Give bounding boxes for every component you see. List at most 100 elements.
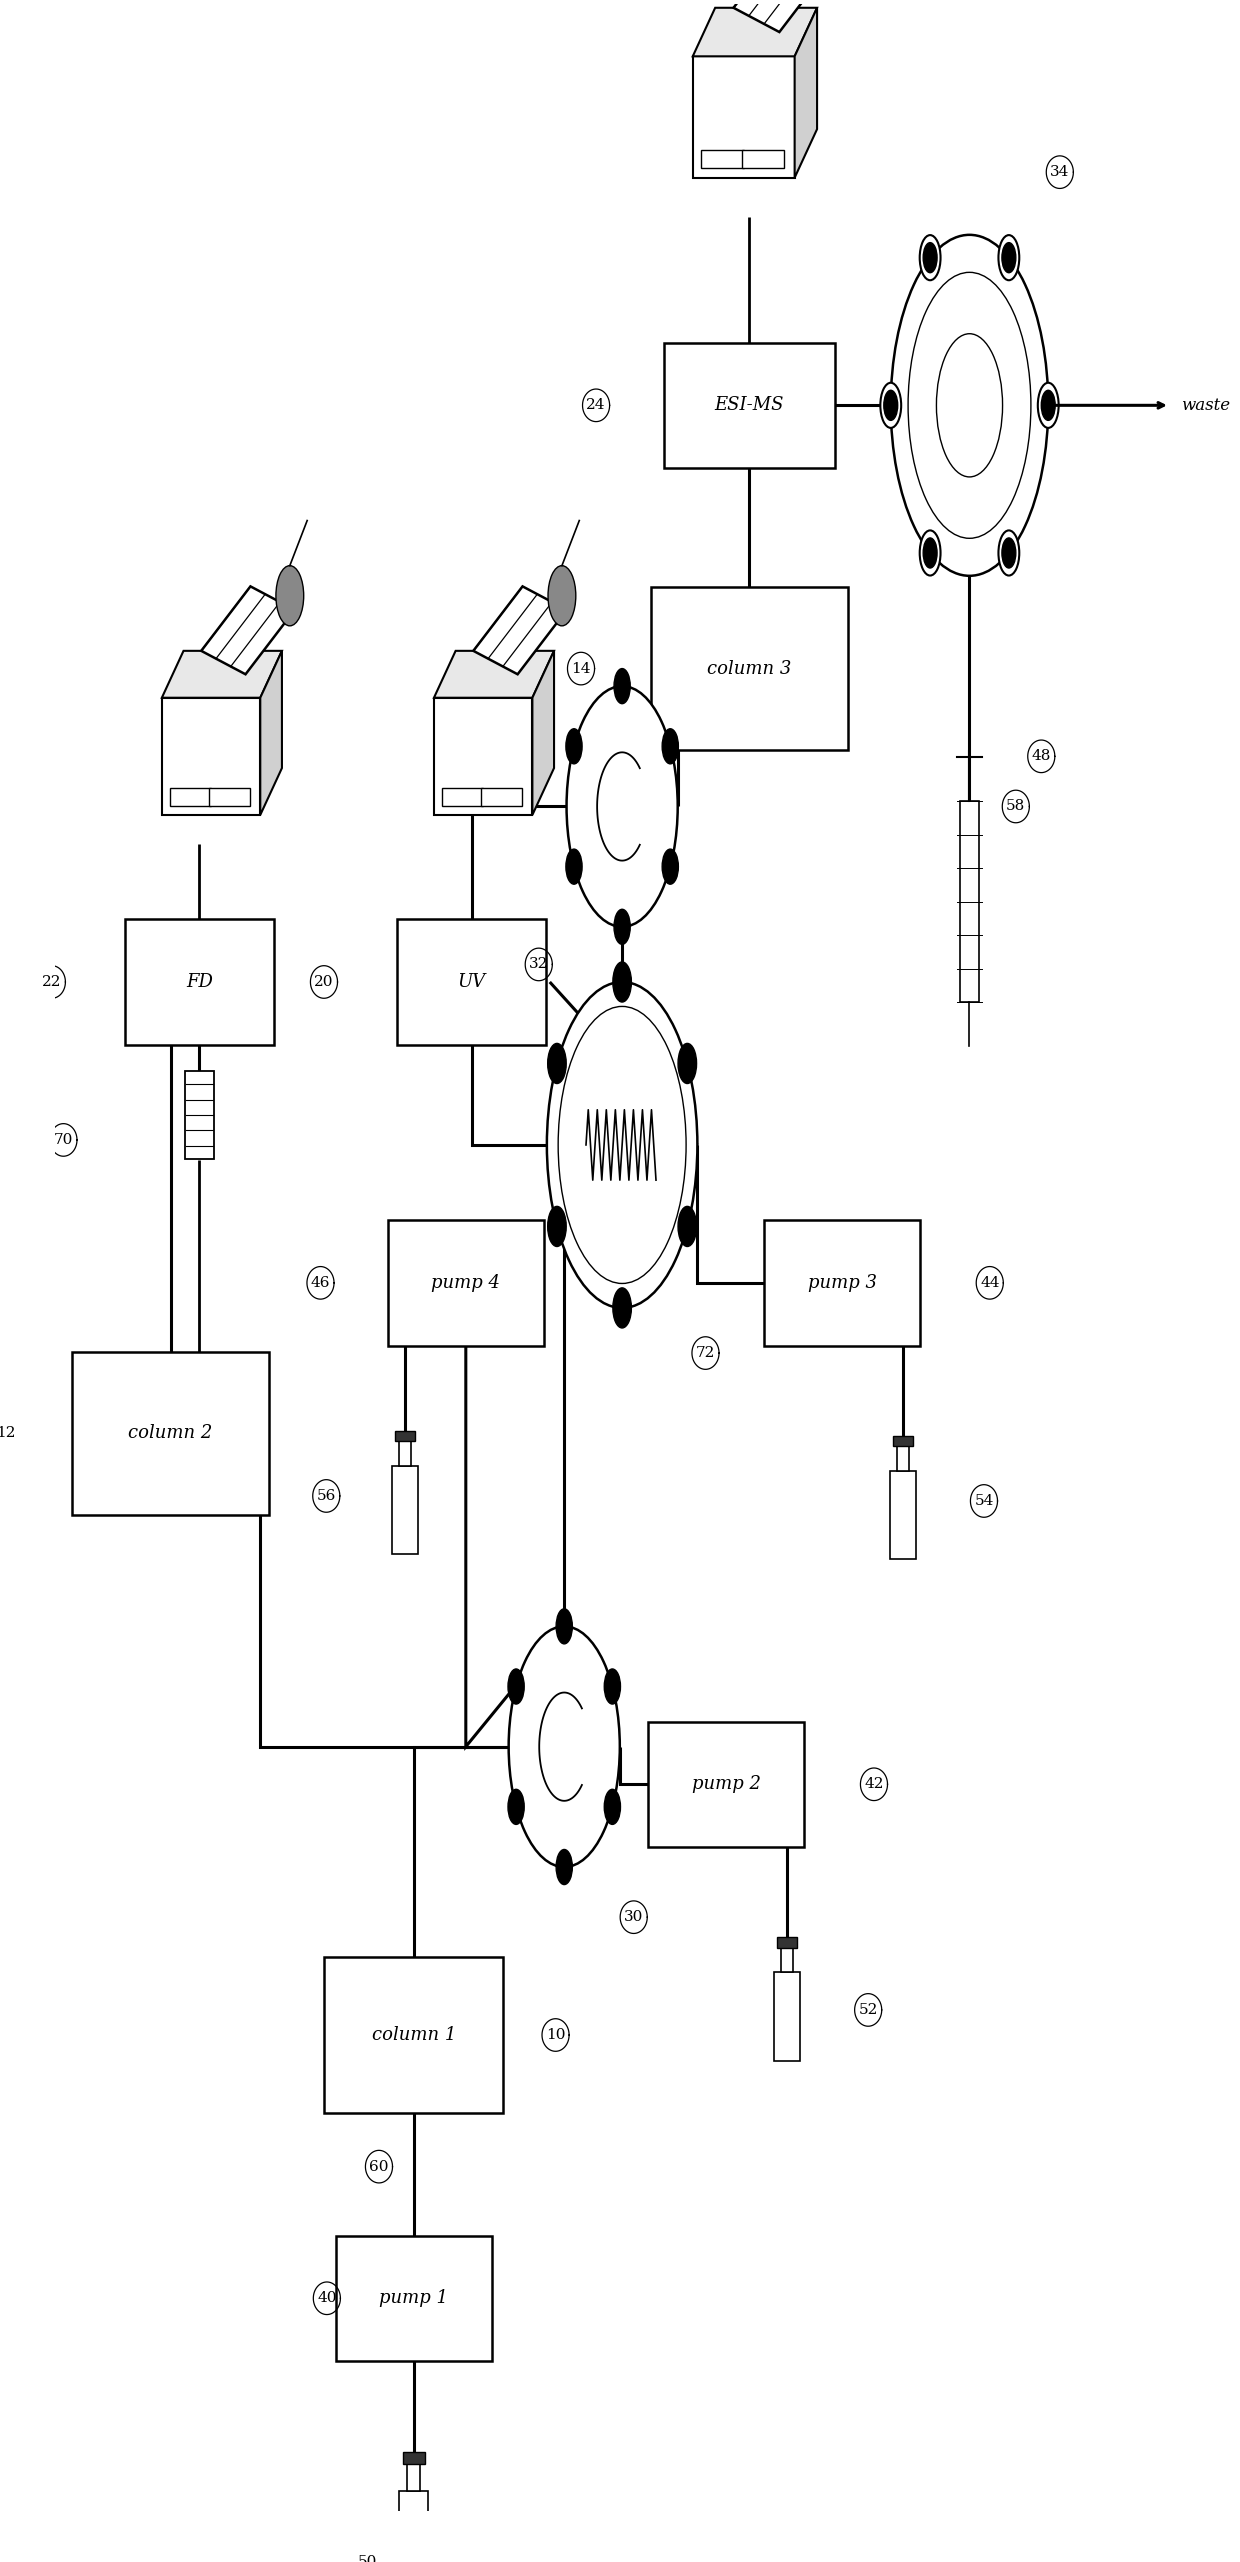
Bar [742, 149, 785, 169]
Text: 72: 72 [696, 1345, 715, 1360]
Bar [336, 2237, 492, 2362]
Text: UV: UV [458, 974, 486, 991]
Circle shape [908, 272, 1030, 538]
Circle shape [924, 243, 937, 272]
Polygon shape [532, 651, 554, 815]
Text: FD: FD [186, 974, 213, 991]
Text: pump 2: pump 2 [692, 1775, 761, 1793]
Text: 32: 32 [529, 958, 548, 971]
Circle shape [277, 566, 304, 625]
Circle shape [556, 1850, 573, 1886]
Polygon shape [260, 651, 281, 815]
Text: 60: 60 [370, 2160, 388, 2173]
Circle shape [548, 1043, 567, 1084]
Circle shape [1042, 389, 1055, 420]
Text: pump 3: pump 3 [807, 1273, 877, 1291]
Circle shape [614, 669, 630, 705]
Bar [890, 1471, 916, 1560]
Text: 20: 20 [314, 976, 334, 989]
Text: 50: 50 [357, 2554, 377, 2562]
Text: 24: 24 [587, 397, 606, 412]
Text: pump 4: pump 4 [432, 1273, 500, 1291]
Circle shape [924, 538, 937, 569]
Bar [701, 149, 744, 169]
Text: 48: 48 [1032, 748, 1052, 763]
Bar [441, 789, 484, 804]
Bar [897, 1445, 909, 1471]
Text: 58: 58 [1006, 799, 1025, 815]
Text: 46: 46 [311, 1276, 330, 1289]
Bar [170, 789, 211, 804]
Bar [434, 697, 532, 815]
Bar [388, 1220, 544, 1345]
Bar [125, 920, 274, 1045]
Text: ESI-MS: ESI-MS [714, 397, 784, 415]
Circle shape [508, 1668, 525, 1704]
Circle shape [558, 1007, 686, 1284]
Text: 22: 22 [42, 976, 62, 989]
Circle shape [547, 981, 697, 1309]
Circle shape [1002, 243, 1016, 272]
Circle shape [920, 236, 941, 279]
Circle shape [508, 1627, 620, 1868]
Text: 52: 52 [858, 2003, 878, 2016]
Text: 14: 14 [572, 661, 590, 676]
Text: 10: 10 [546, 2029, 565, 2042]
Text: 70: 70 [53, 1132, 73, 1148]
Polygon shape [693, 8, 817, 56]
Bar [774, 1973, 800, 2060]
Circle shape [565, 848, 582, 884]
Bar [649, 1722, 805, 1847]
Bar [72, 1353, 269, 1514]
Polygon shape [795, 8, 817, 177]
Circle shape [565, 728, 582, 763]
Text: 40: 40 [317, 2290, 336, 2306]
Bar [651, 587, 848, 751]
Bar [210, 789, 250, 804]
Circle shape [604, 1788, 620, 1824]
Circle shape [1002, 538, 1016, 569]
Circle shape [613, 961, 631, 1002]
Bar [399, 2490, 428, 2562]
Bar [781, 1947, 792, 1973]
Circle shape [614, 910, 630, 945]
Text: 42: 42 [864, 1778, 884, 1791]
Circle shape [998, 236, 1019, 279]
Circle shape [548, 566, 575, 625]
Bar [397, 920, 546, 1045]
Text: 44: 44 [980, 1276, 999, 1289]
Polygon shape [474, 587, 567, 674]
Text: 30: 30 [624, 1911, 644, 1924]
Circle shape [548, 1207, 567, 1248]
Bar [693, 56, 795, 177]
Text: column 2: column 2 [129, 1424, 213, 1442]
Circle shape [884, 389, 898, 420]
Circle shape [1038, 382, 1059, 428]
Text: column 3: column 3 [707, 658, 791, 676]
Circle shape [508, 1788, 525, 1824]
Text: pump 1: pump 1 [379, 2290, 448, 2308]
Bar [893, 1435, 913, 1445]
Circle shape [998, 530, 1019, 576]
Bar [324, 1957, 503, 2114]
Bar [185, 1071, 215, 1158]
Bar [407, 2462, 420, 2490]
Circle shape [678, 1207, 697, 1248]
Polygon shape [434, 651, 554, 697]
Bar [663, 343, 836, 469]
Bar [399, 1440, 410, 1465]
Bar [777, 1937, 797, 1947]
Circle shape [556, 1609, 573, 1645]
Text: 12: 12 [0, 1427, 15, 1440]
Bar [481, 789, 522, 804]
Text: 56: 56 [316, 1489, 336, 1504]
Circle shape [678, 1043, 697, 1084]
Text: 34: 34 [1050, 164, 1070, 179]
Text: 54: 54 [975, 1494, 993, 1509]
Circle shape [662, 848, 678, 884]
Bar [403, 2452, 425, 2465]
Polygon shape [201, 587, 295, 674]
Circle shape [936, 333, 1003, 477]
Bar [960, 802, 978, 1002]
Polygon shape [734, 0, 831, 33]
